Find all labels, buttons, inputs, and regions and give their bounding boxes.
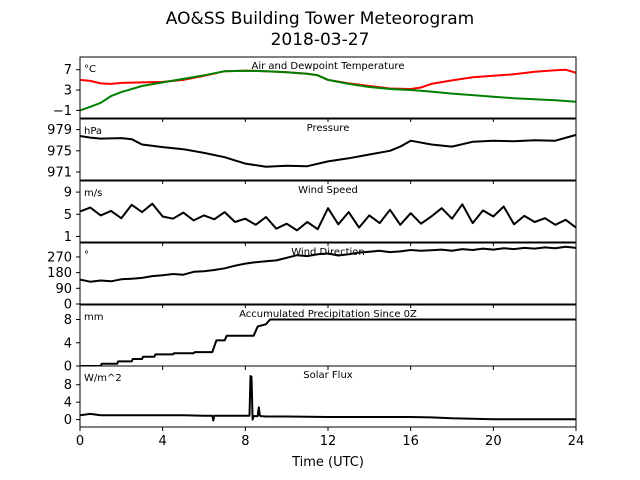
panel-3: 1 5 9 m/s Wind Speed [64, 180, 577, 246]
panel-unit-label: hPa [84, 126, 102, 137]
panel-title: Accumulated Precipitation Since 0Z [239, 309, 417, 320]
x-tick-label: 8 [241, 434, 249, 449]
y-tick-label: 5 [64, 208, 72, 223]
y-tick-label: −1 [53, 104, 72, 119]
x-axis-label: Time (UTC) [291, 455, 364, 470]
y-tick-label: 4 [64, 336, 72, 351]
y-tick-label: 9 [64, 186, 72, 201]
chart-subtitle: 2018-03-27 [271, 30, 370, 50]
panels: −1 3 7 °C Air and Dewpoint Temperature 971 975… [47, 56, 577, 431]
y-tick-label: 180 [47, 266, 72, 281]
y-tick-label: 0 [64, 360, 72, 375]
y-tick-label: 270 [47, 250, 72, 265]
panel-5: 0 4 8 mm Accumulated Precipitation Since 0Z [64, 304, 577, 375]
panel-title: Pressure [307, 123, 350, 134]
series-line-default [80, 318, 576, 366]
y-tick-label: 7 [64, 63, 72, 78]
panel-title: Wind Direction [291, 247, 365, 258]
panel-unit-label: mm [84, 312, 103, 323]
series-line-default [80, 245, 576, 283]
series-line-default [80, 133, 576, 168]
y-tick-label: 971 [47, 166, 72, 181]
panel-2: 971 975 979 hPa Pressure [47, 118, 577, 184]
panel-title: Air and Dewpoint Temperature [252, 61, 405, 72]
y-tick-label: 4 [64, 396, 72, 411]
x-tick-label: 0 [76, 434, 84, 449]
panel-unit-label: W/m^2 [84, 373, 122, 384]
y-tick-label: 1 [64, 230, 72, 245]
y-tick-label: 979 [47, 123, 72, 138]
x-tick-label: 16 [402, 434, 419, 449]
panel-unit-label: °C [84, 64, 96, 75]
panel-unit-label: ° [84, 250, 89, 261]
y-tick-label: 0 [64, 298, 72, 313]
x-tick-label: 12 [320, 434, 337, 449]
x-axis: 0 4 8 12 16 20 24 [76, 434, 584, 449]
panel-6: 0 4 8 W/m^2 Solar Flux [64, 365, 577, 431]
x-tick-label: 20 [485, 434, 502, 449]
series-line-dewpoint [80, 69, 576, 112]
x-tick-label: 4 [159, 434, 167, 449]
panel-title: Solar Flux [303, 370, 353, 381]
x-tick-label: 24 [568, 434, 585, 449]
y-tick-label: 0 [64, 413, 72, 428]
panel-1: −1 3 7 °C Air and Dewpoint Temperature [53, 56, 577, 122]
panel-unit-label: m/s [84, 188, 102, 199]
y-tick-label: 8 [64, 378, 72, 393]
y-tick-label: 90 [55, 282, 72, 297]
y-tick-label: 975 [47, 144, 72, 159]
series-line-default [80, 202, 576, 232]
y-tick-label: 8 [64, 313, 72, 328]
y-tick-label: 3 [64, 84, 72, 99]
chart-title: AO&SS Building Tower Meteorogram [166, 9, 474, 29]
panel-title: Wind Speed [298, 185, 358, 196]
series-line-default [80, 375, 576, 422]
